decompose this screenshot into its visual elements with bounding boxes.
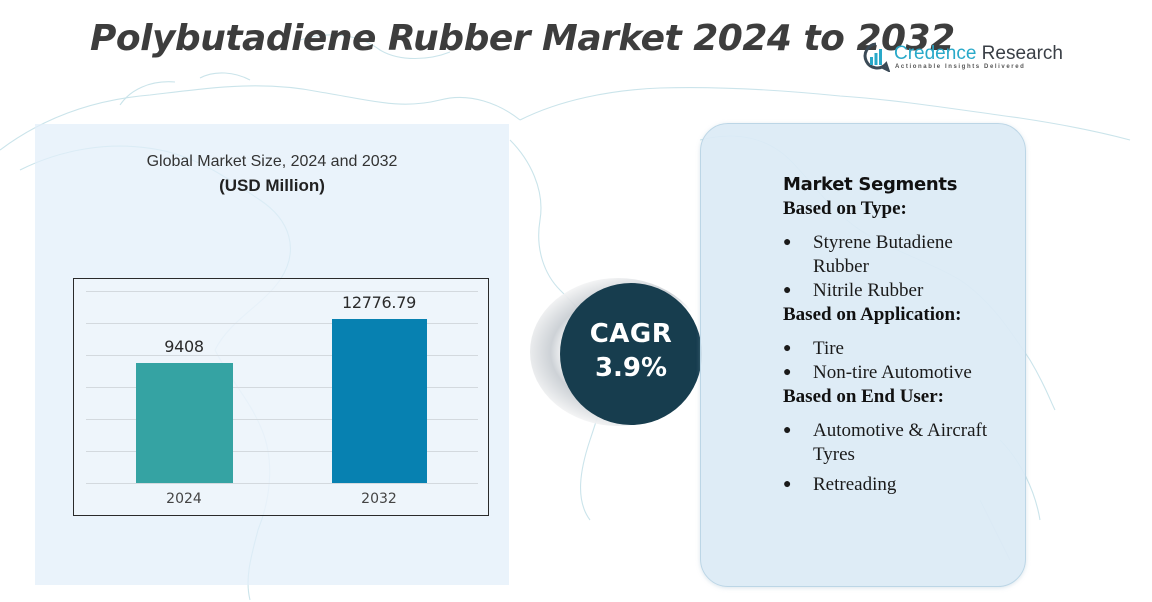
segment-item: ● Tire <box>783 338 844 359</box>
bullet-icon: ● <box>783 423 792 438</box>
bar-chart: 9408 12776.79 2024 2032 <box>73 278 489 516</box>
bullet-icon: ● <box>783 235 792 250</box>
bar-2024 <box>136 363 233 483</box>
chart-subtitle: Global Market Size, 2024 and 2032 <box>146 153 398 170</box>
bar-chart-circle-icon <box>863 42 890 72</box>
gridline <box>86 451 478 452</box>
category-label: 2032 <box>361 491 397 507</box>
segment-item: ● Retreading <box>783 474 897 495</box>
segment-list: ● Tire ● Non-tire Automotive <box>783 337 1013 385</box>
page-title: Polybutadiene Rubber Market 2024 to 2032 <box>90 18 955 59</box>
segment-group-title: Based on Application: <box>783 304 962 325</box>
gridline <box>86 419 478 420</box>
segment-group-title: Based on End User: <box>783 386 944 407</box>
bullet-icon: ● <box>783 341 792 356</box>
category-label: 2024 <box>166 491 202 507</box>
segment-list: ● Styrene Butadiene Rubber ● Nitrile Rubbe… <box>783 231 1013 303</box>
segment-item: ● Non-tire Automotive <box>783 362 972 383</box>
segment-item: ● Styrene Butadiene Rubber <box>783 232 953 277</box>
segment-group-title: Based on Type: <box>783 198 907 219</box>
brand-logo[interactable]: Credence Research Actionable Insights De… <box>862 42 1063 74</box>
bullet-icon: ● <box>783 365 792 380</box>
gridline <box>86 483 478 484</box>
bullet-icon: ● <box>783 477 792 492</box>
cagr-badge: CAGR 3.9% <box>560 283 702 425</box>
cagr-value: 3.9% <box>594 353 668 383</box>
bullet-icon: ● <box>783 283 792 298</box>
logo-wordmark: Credence Research <box>894 43 1063 64</box>
cagr-label: CAGR <box>589 319 673 349</box>
gridline <box>86 355 478 356</box>
chart-unit: (USD Million) <box>219 176 325 195</box>
gridline <box>86 387 478 388</box>
segment-list: ● Automotive & Aircraft Tyres ● Retreading <box>783 419 1013 497</box>
gridline <box>86 323 478 324</box>
segment-item: ● Automotive & Aircraft Tyres <box>783 420 988 465</box>
bar-value-label: 12776.79 <box>342 293 416 312</box>
gridline <box>86 291 478 292</box>
bar-value-label: 9408 <box>164 337 204 356</box>
segments-heading: Market Segments <box>783 174 958 195</box>
bar-2032 <box>332 319 427 483</box>
segment-item: ● Nitrile Rubber <box>783 280 924 301</box>
logo-tagline: Actionable Insights Delivered <box>895 64 1026 70</box>
market-segments-panel: Market Segments Based on Type: ● Styrene … <box>700 123 1026 587</box>
